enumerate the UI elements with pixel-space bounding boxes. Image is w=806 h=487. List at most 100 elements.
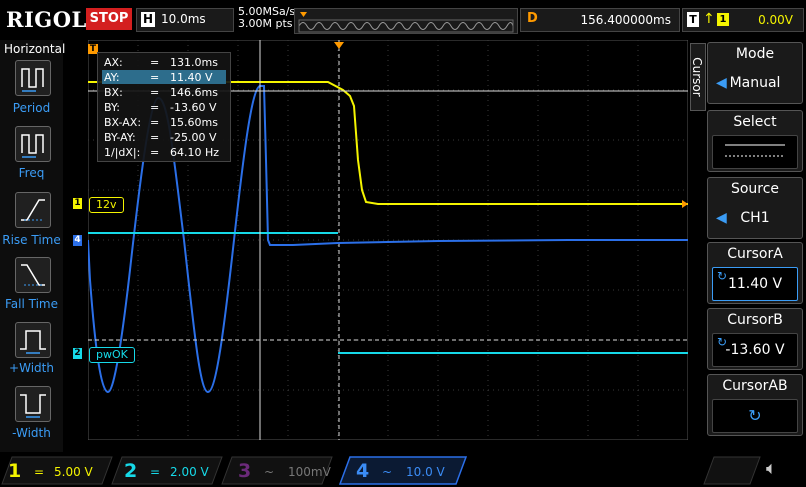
ch1-status[interactable]: 1 = 5.00 V <box>8 458 108 484</box>
ch1-scale: 5.00 V <box>54 465 93 479</box>
readout-eq: = <box>150 56 160 69</box>
cursor-readout: AX: = 131.0ms AY: = 11.40 V BX: = 146.6ms BY: =… <box>97 52 231 162</box>
cursor-ab-menu-item[interactable]: CursorAB ↻ <box>707 374 803 436</box>
cursor-b-menu-item[interactable]: CursorB ↻ -13.60 V <box>707 308 803 370</box>
readout-value: 131.0ms <box>170 56 218 69</box>
positive-width-icon <box>20 330 46 354</box>
measure-pos-width-button[interactable] <box>15 322 51 358</box>
trigger-box[interactable]: T ↑ 1 0.00V <box>682 8 804 32</box>
neg-width-label: -Width <box>12 426 51 440</box>
run-stop-status[interactable]: STOP <box>86 8 132 30</box>
trigger-position-marker[interactable] <box>334 42 344 49</box>
readout-row: 1/|dX|: = 64.10 Hz <box>102 145 226 159</box>
mode-menu-item[interactable]: Mode ◀ Manual <box>707 42 803 104</box>
readout-key: BY: <box>104 101 120 114</box>
ch3-scale: 100mV <box>288 465 331 479</box>
horizontal-badge: H <box>141 12 155 27</box>
rising-edge-icon: ↑ <box>703 11 715 27</box>
cursor-a-title: CursorA <box>727 246 783 262</box>
trigger-badge-marker: T <box>88 44 98 54</box>
mode-value-text: Manual <box>729 75 781 91</box>
cursor-b-title: CursorB <box>727 312 783 328</box>
cursor-b-value: ↻ -13.60 V <box>712 333 798 367</box>
measure-freq-button[interactable] <box>15 126 51 162</box>
readout-value: 146.6ms <box>170 86 218 99</box>
knob-rotate-icon: ↻ <box>717 269 728 283</box>
ch1-offset-marker[interactable]: 1 <box>73 198 82 209</box>
ch1-waveform <box>88 81 688 205</box>
delay-box[interactable]: D 156.400000ms <box>520 8 680 32</box>
readout-eq: = <box>150 86 160 99</box>
ch4-number: 4 <box>356 460 370 482</box>
measure-neg-width-button[interactable] <box>15 386 51 422</box>
source-title: Source <box>730 181 780 197</box>
readout-value: 15.60ms <box>170 116 218 129</box>
readout-value: -25.00 V <box>170 131 217 144</box>
trigger-badge: T <box>687 12 699 27</box>
delay-value: 156.400000ms <box>580 13 671 27</box>
readout-key: AX: <box>104 56 123 69</box>
measure-panel-title: Horizontal <box>4 42 66 56</box>
fall-time-label: Fall Time <box>4 297 58 311</box>
rise-time-label: Rise Time <box>2 233 61 247</box>
ch2-offset-marker[interactable]: 2 <box>73 348 82 359</box>
ch2-coupling: = <box>150 465 161 479</box>
ch4-offset-marker[interactable]: 4 <box>73 235 82 246</box>
readout-eq: = <box>150 116 160 129</box>
selector-arrow-icon: ◀ <box>716 210 727 226</box>
ch3-number: 3 <box>238 460 252 482</box>
rise-time-icon <box>21 199 45 221</box>
cursor-ab-value: ↻ <box>712 399 798 433</box>
freq-label: Freq <box>18 166 45 180</box>
readout-value: 11.40 V <box>170 71 213 84</box>
source-menu-item[interactable]: Source ◀ CH1 <box>707 177 803 239</box>
channel-tab-shapes <box>1 456 761 485</box>
trigger-level: 0.00V <box>758 13 793 27</box>
mode-value: ◀ Manual <box>712 67 798 99</box>
trigger-level-marker[interactable] <box>682 200 688 208</box>
ch1-label-tag[interactable]: 12v <box>89 197 124 213</box>
readout-eq: = <box>150 146 160 159</box>
frequency-icon <box>21 134 44 158</box>
ch2-number: 2 <box>124 460 138 482</box>
measure-fall-time-button[interactable] <box>15 257 51 293</box>
negative-width-icon <box>20 394 46 418</box>
cursor-b-value-text: -13.60 V <box>725 342 785 358</box>
acquisition-info: 5.00MSa/s 3.00M pts <box>238 6 295 30</box>
select-menu-item[interactable]: Select <box>707 110 803 172</box>
readout-eq: = <box>150 131 160 144</box>
cursor-a-menu-item[interactable]: CursorA ↻ 11.40 V <box>707 242 803 304</box>
measure-period-button[interactable] <box>15 60 51 96</box>
ch2-scale: 2.00 V <box>170 465 209 479</box>
timebase-box[interactable]: H 10.0ms <box>136 8 234 32</box>
ch3-coupling: ~ <box>264 465 275 479</box>
ch2-label-tag[interactable]: pwOK <box>89 347 135 363</box>
mode-title: Mode <box>735 46 775 62</box>
knob-rotate-icon: ↻ <box>717 335 728 349</box>
readout-key: BX-AX: <box>104 116 142 129</box>
sample-rate: 5.00MSa/s <box>238 5 296 18</box>
readout-key: BY-AY: <box>104 131 136 144</box>
speaker-muted-icon[interactable]: 🔈︎ <box>766 458 777 479</box>
readout-eq: = <box>150 101 160 114</box>
readout-row-selected: AY: = 11.40 V <box>102 70 226 84</box>
source-value-text: CH1 <box>740 210 770 226</box>
readout-value: 64.10 Hz <box>170 146 220 159</box>
waveform-overview-icon <box>295 9 517 33</box>
ch1-number: 1 <box>8 460 22 482</box>
cursor-menu-tab[interactable]: Cursor <box>690 43 706 111</box>
delay-label: D <box>527 11 538 26</box>
period-label: Period <box>12 101 51 115</box>
ch1-coupling: = <box>34 465 45 479</box>
ch4-scale: 10.0 V <box>406 465 445 479</box>
cursor-a-value: ↻ 11.40 V <box>712 267 798 301</box>
ch4-status[interactable]: 4 ~ 10.0 V <box>356 458 460 484</box>
readout-row: BY-AY: = -25.00 V <box>102 130 226 144</box>
memory-depth: 3.00M pts <box>238 17 293 30</box>
ch3-status[interactable]: 3 ~ 100mV <box>238 458 338 484</box>
readout-row: BX-AX: = 15.60ms <box>102 115 226 129</box>
readout-eq: = <box>150 71 160 84</box>
memory-position-strip[interactable] <box>294 8 518 34</box>
ch2-status[interactable]: 2 = 2.00 V <box>124 458 224 484</box>
measure-rise-time-button[interactable] <box>15 192 51 228</box>
